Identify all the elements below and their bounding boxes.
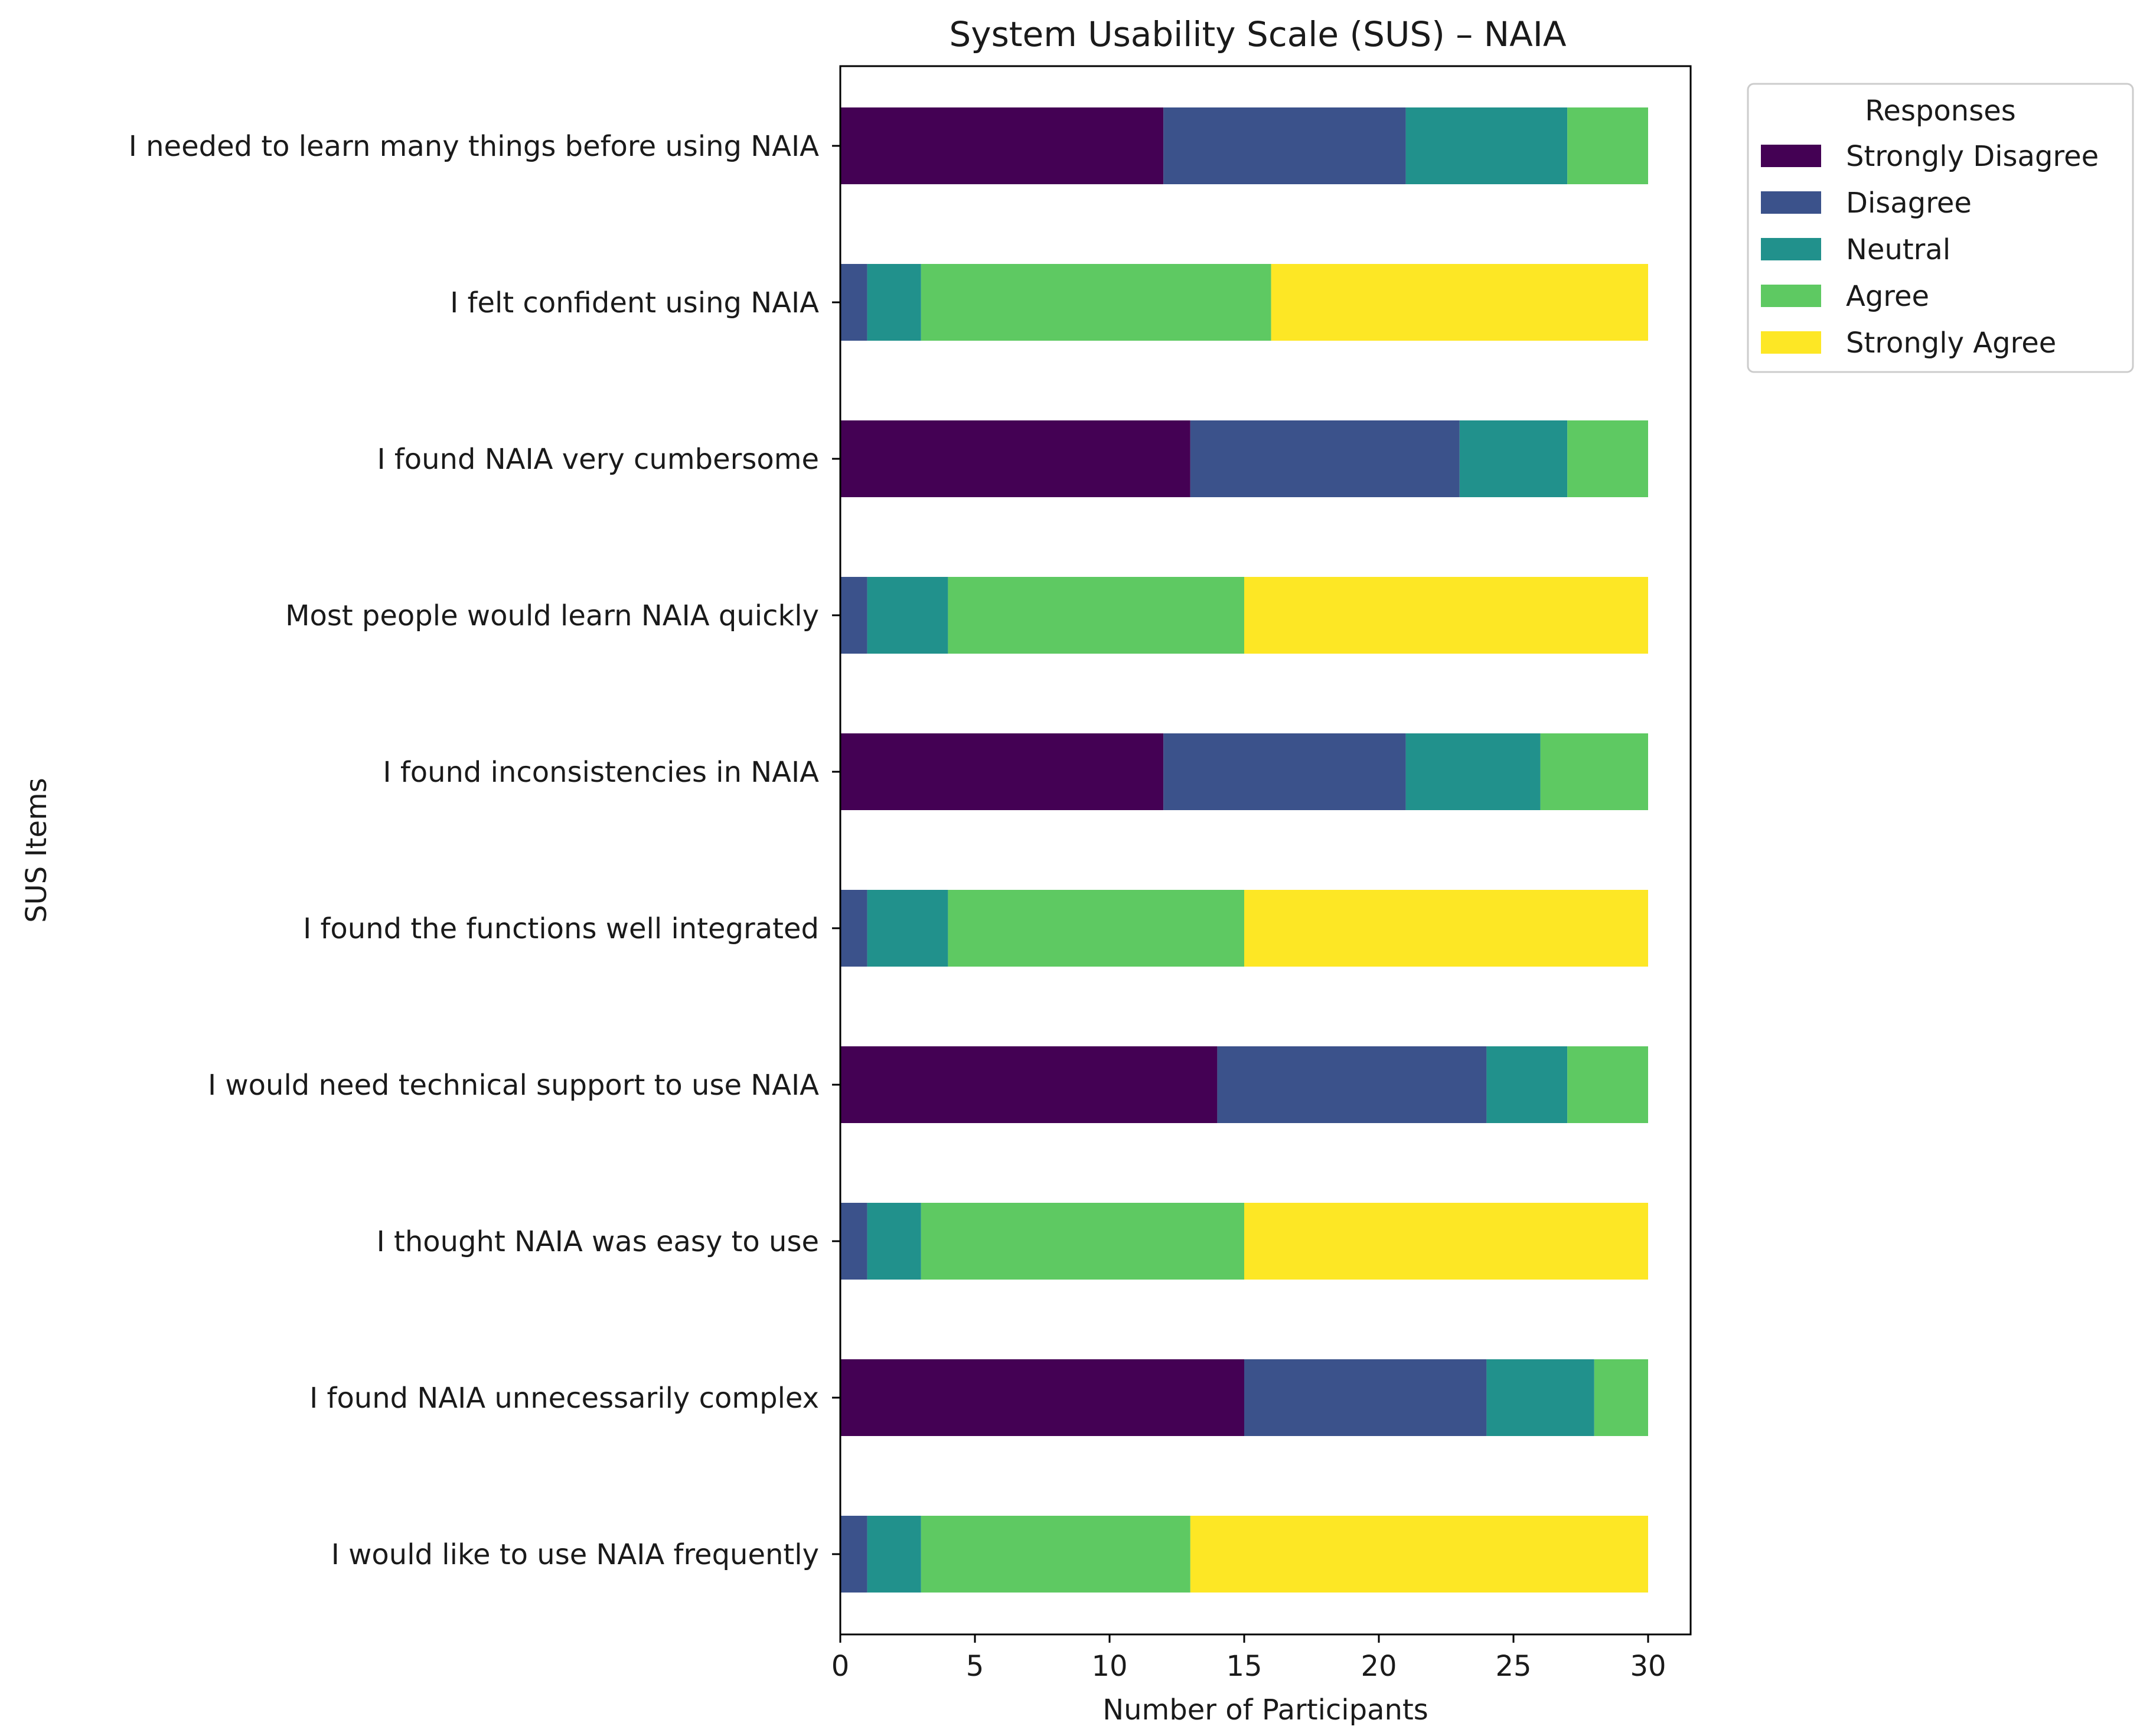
x-axis-label: Number of Participants [1102, 1693, 1428, 1727]
y-tick-label: I would need technical support to use NA… [208, 1069, 819, 1102]
bar-neutral-9 [867, 1516, 921, 1593]
bar-agree-7 [921, 1203, 1244, 1280]
legend-swatch-neutral [1761, 238, 1821, 260]
bar-disagree-5 [840, 890, 867, 967]
bar-strongly-agree-5 [1244, 890, 1648, 967]
legend-label-neutral: Neutral [1846, 233, 1950, 266]
bar-strongly-agree-3 [1244, 577, 1648, 654]
bar-agree-5 [948, 890, 1244, 967]
legend-swatch-strongly-agree [1761, 331, 1821, 354]
y-tick-label: I found inconsistencies in NAIA [383, 756, 819, 789]
legend-title: Responses [1865, 94, 2016, 128]
bar-strongly-agree-7 [1244, 1203, 1648, 1280]
bar-agree-8 [1594, 1359, 1648, 1436]
bar-agree-9 [921, 1516, 1190, 1593]
bar-strongly-agree-9 [1190, 1516, 1648, 1593]
legend-label-disagree: Disagree [1846, 187, 1972, 220]
chart-title: System Usability Scale (SUS) – NAIA [949, 14, 1566, 54]
legend-frame [1747, 83, 2134, 373]
bar-neutral-3 [867, 577, 948, 654]
x-tick-label: 10 [1091, 1650, 1127, 1683]
bar-strongly-agree-1 [1271, 264, 1648, 341]
bar-agree-3 [948, 577, 1244, 654]
bar-disagree-1 [840, 264, 867, 341]
bar-strongly-disagree-6 [840, 1046, 1218, 1123]
bar-agree-4 [1540, 733, 1648, 810]
bar-neutral-5 [867, 890, 948, 967]
x-tick-label: 20 [1361, 1650, 1397, 1683]
bar-agree-0 [1567, 107, 1648, 184]
legend-label-strongly-agree: Strongly Agree [1846, 327, 2056, 360]
legend-label-strongly-disagree: Strongly Disagree [1846, 140, 2099, 173]
legend-label-agree: Agree [1846, 280, 1929, 313]
bar-neutral-4 [1405, 733, 1541, 810]
bar-disagree-7 [840, 1203, 867, 1280]
x-tick-label: 5 [966, 1650, 984, 1683]
bar-neutral-1 [867, 264, 921, 341]
y-tick-label: I felt confident using NAIA [450, 286, 819, 319]
legend-swatch-agree [1761, 285, 1821, 307]
y-tick-label: I found the functions well integrated [303, 912, 819, 945]
bar-strongly-disagree-2 [840, 420, 1190, 497]
legend-swatch-strongly-disagree [1761, 145, 1821, 167]
bar-strongly-disagree-0 [840, 107, 1164, 184]
bar-agree-1 [921, 264, 1271, 341]
y-tick-label: I would like to use NAIA frequently [331, 1538, 819, 1571]
bar-neutral-7 [867, 1203, 921, 1280]
legend-swatch-disagree [1761, 191, 1821, 214]
bar-strongly-disagree-8 [840, 1359, 1244, 1436]
bar-agree-6 [1567, 1046, 1648, 1123]
y-tick-label: Most people would learn NAIA quickly [285, 599, 819, 632]
x-tick-label: 15 [1226, 1650, 1262, 1683]
legend: Responses Strongly Disagree Disagree Neutr… [1747, 83, 2134, 373]
bar-disagree-4 [1163, 733, 1406, 810]
bar-neutral-0 [1405, 107, 1568, 184]
y-tick-label: I found NAIA very cumbersome [377, 443, 819, 476]
y-tick-label: I needed to learn many things before usi… [129, 130, 819, 163]
legend-items: Strongly Disagree Disagree Neutral Agree Str… [1761, 140, 2099, 360]
x-tick-label: 0 [831, 1650, 850, 1683]
bar-agree-2 [1567, 420, 1648, 497]
y-tick-label: I found NAIA unnecessarily complex [309, 1382, 819, 1415]
bar-disagree-3 [840, 577, 867, 654]
y-tick-labels: I needed to learn many things before usi… [129, 130, 840, 1571]
bar-disagree-0 [1163, 107, 1406, 184]
plot-frame [839, 65, 1692, 1636]
y-tick-label: I thought NAIA was easy to use [377, 1225, 819, 1258]
bars-group [840, 107, 1648, 1593]
bar-neutral-8 [1486, 1359, 1594, 1436]
bar-strongly-disagree-4 [840, 733, 1164, 810]
x-ticks: 0 5 10 15 20 25 30 [831, 1634, 1666, 1683]
y-axis-label: SUS Items [20, 778, 53, 923]
bar-disagree-2 [1190, 420, 1460, 497]
bar-neutral-6 [1486, 1046, 1568, 1123]
bar-disagree-8 [1244, 1359, 1487, 1436]
bar-disagree-9 [840, 1516, 867, 1593]
x-tick-label: 25 [1495, 1650, 1531, 1683]
bar-disagree-6 [1217, 1046, 1487, 1123]
x-tick-label: 30 [1630, 1650, 1666, 1683]
bar-neutral-2 [1459, 420, 1568, 497]
